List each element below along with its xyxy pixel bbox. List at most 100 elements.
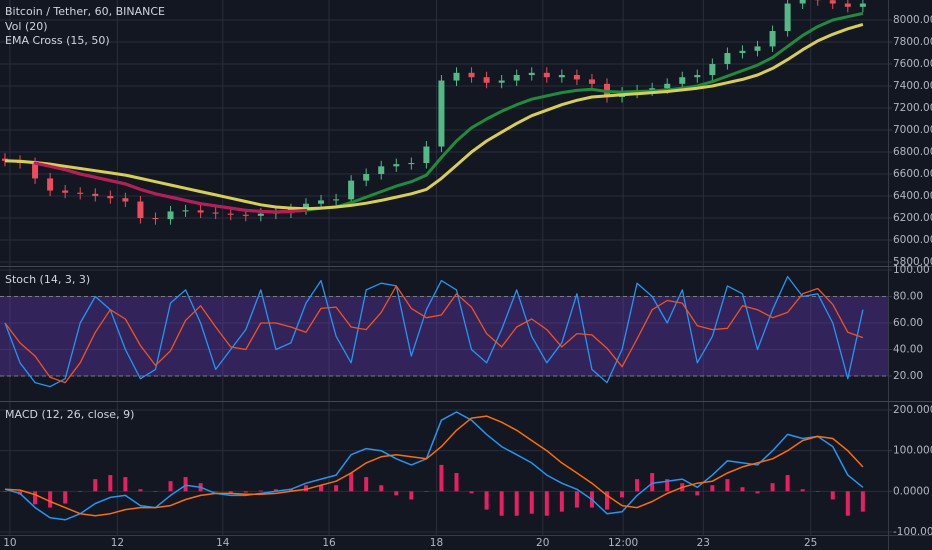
candle-body xyxy=(167,211,174,220)
y-tick-label: 8000.00 xyxy=(893,14,932,26)
histogram-bar xyxy=(665,479,670,492)
histogram-bar xyxy=(529,491,534,514)
ema-cross-segment xyxy=(259,209,278,214)
candle-body xyxy=(137,201,144,219)
histogram-bar xyxy=(755,491,760,494)
histogram-bar xyxy=(48,491,53,508)
candle-body xyxy=(483,77,490,83)
histogram-bar xyxy=(168,481,173,492)
y-tick-label: 40.00 xyxy=(893,344,923,356)
histogram-bar xyxy=(424,491,429,492)
histogram-bar xyxy=(153,491,158,492)
histogram-bar xyxy=(108,475,113,492)
histogram-bar xyxy=(710,485,715,492)
ema-cross-segment xyxy=(184,198,203,206)
ema-cross-segment xyxy=(78,172,97,179)
ema-cross-segment xyxy=(214,204,233,210)
histogram-bar xyxy=(319,485,324,492)
candle-body xyxy=(709,64,716,76)
x-tick-label: 12 xyxy=(111,537,124,549)
ema-cross-segment xyxy=(229,206,248,212)
candle-body xyxy=(227,213,234,215)
candle-body xyxy=(378,166,385,175)
histogram-bar xyxy=(800,489,805,492)
ema-cross-segment xyxy=(33,161,52,168)
y-tick-label: 6000.00 xyxy=(893,234,932,246)
histogram-bar xyxy=(785,475,790,492)
candle-body xyxy=(649,88,656,91)
y-tick-label: 80.00 xyxy=(893,290,923,302)
candle-body xyxy=(393,164,400,167)
histogram-bar xyxy=(544,491,549,516)
candle-body xyxy=(47,178,54,191)
candle-body xyxy=(152,218,159,220)
pane-subtitle: EMA Cross (15, 50) xyxy=(5,34,110,47)
y-tick-label: 7000.00 xyxy=(893,124,932,136)
y-tick-label: 7200.00 xyxy=(893,102,932,114)
histogram-bar xyxy=(138,489,143,492)
candle-body xyxy=(468,72,475,78)
x-tick-label: 10 xyxy=(3,537,16,549)
candle-body xyxy=(333,199,340,201)
candle-body xyxy=(664,83,671,89)
y-tick-label: 0.0000 xyxy=(893,485,930,497)
ema-cross-segment xyxy=(274,209,293,214)
histogram-bar xyxy=(2,491,7,492)
y-tick-label: -100.0000 xyxy=(893,526,932,538)
histogram-bar xyxy=(273,489,278,492)
indicator-line xyxy=(4,275,864,388)
x-tick-label: 16 xyxy=(322,537,336,549)
histogram-bar xyxy=(845,491,850,516)
histogram-bar xyxy=(288,489,293,492)
candle-body xyxy=(302,203,309,210)
candle-body xyxy=(453,72,460,81)
pane xyxy=(0,269,888,388)
histogram-bar xyxy=(183,477,188,492)
histogram-bar xyxy=(334,485,339,492)
candle-body xyxy=(558,75,565,78)
histogram-bar xyxy=(514,491,519,516)
histogram-bar xyxy=(815,491,820,492)
histogram-bar xyxy=(409,491,414,500)
histogram-bar xyxy=(93,479,98,492)
candle-body xyxy=(438,80,445,147)
pane xyxy=(0,0,888,263)
candle-body xyxy=(784,3,791,32)
candle-body xyxy=(513,75,520,81)
histogram-bar xyxy=(228,491,233,494)
candle-body xyxy=(182,210,189,212)
pane-subtitle: Vol (20) xyxy=(5,20,48,33)
y-tick-label: 6200.00 xyxy=(893,212,932,224)
candle-body xyxy=(694,75,701,78)
ema-cross-segment xyxy=(199,202,218,208)
y-tick-label: 100.0000 xyxy=(893,445,932,457)
ema-cross-segment xyxy=(123,182,142,191)
grid-layer xyxy=(9,0,812,535)
y-tick-label: 6400.00 xyxy=(893,190,932,202)
histogram-bar xyxy=(574,491,579,508)
candle-body xyxy=(242,214,249,216)
y-tick-label: 6800.00 xyxy=(893,146,932,158)
y-tick-label: 6600.00 xyxy=(893,168,932,180)
histogram-bar xyxy=(123,477,128,492)
y-tick-label: 60.00 xyxy=(893,317,923,329)
candle-body xyxy=(573,75,580,80)
histogram-bar xyxy=(860,491,865,512)
histogram-bar xyxy=(725,479,730,492)
histogram-bar xyxy=(605,491,610,510)
x-tick-label: 12:00 xyxy=(608,537,638,549)
candle-body xyxy=(829,0,836,4)
ema-cross-segment xyxy=(138,187,157,196)
histogram-bar xyxy=(650,473,655,492)
histogram-bar xyxy=(559,491,564,512)
candle-body xyxy=(739,50,746,54)
candle-body xyxy=(122,198,129,202)
y-tick-label: 7800.00 xyxy=(893,36,932,48)
candle-body xyxy=(363,174,370,181)
ema-cross-segment xyxy=(289,208,308,213)
indicator-line xyxy=(4,411,864,521)
pane-title: MACD (12, 26, close, 9) xyxy=(5,408,134,421)
candle-body xyxy=(859,3,866,7)
